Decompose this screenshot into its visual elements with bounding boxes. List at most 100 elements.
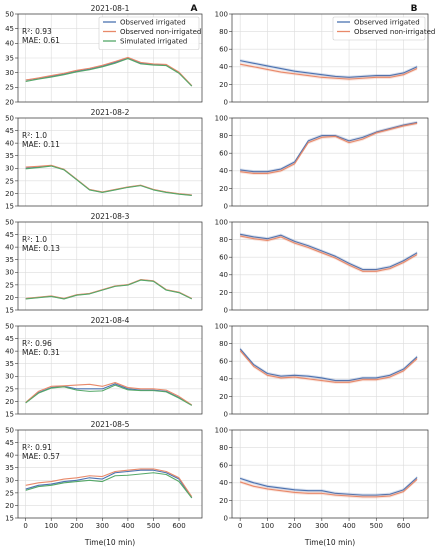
metric-annotation: MAE: 0.57 — [22, 452, 60, 461]
x-tick-label: 500 — [370, 522, 383, 530]
y-tick-label: 50 — [5, 426, 14, 434]
plot-frame — [231, 429, 429, 519]
plot-area — [232, 326, 428, 414]
y-tick-label: 80 — [219, 340, 228, 348]
chart-title: 2021-08-4 — [91, 316, 130, 325]
series-line — [25, 165, 192, 196]
y-tick-label: 30 — [5, 373, 14, 381]
y-tick-label: 20 — [5, 190, 14, 198]
series-line — [239, 477, 418, 496]
plot-area — [232, 118, 428, 206]
series-line — [25, 56, 193, 86]
y-tick-label: 25 — [5, 177, 14, 185]
legend-box — [332, 16, 426, 41]
y-tick-label: 20 — [219, 289, 228, 297]
y-tick-label: 0 — [224, 98, 228, 106]
plot-frame — [17, 13, 203, 103]
y-tick-label: 25 — [5, 489, 14, 497]
y-tick-label: 40 — [219, 375, 228, 383]
metric-annotation: R²: 1.0 — [22, 235, 47, 244]
y-tick-label: 20 — [219, 497, 228, 505]
panel-letter-a: A — [191, 4, 198, 14]
y-tick-label: 45 — [5, 127, 14, 135]
metric-annotation: MAE: 0.31 — [22, 348, 60, 357]
series-line — [25, 58, 193, 87]
series-line — [240, 121, 418, 173]
x-tick-label: 200 — [288, 522, 301, 530]
y-tick-label: 35 — [5, 256, 14, 264]
y-tick-label: 20 — [219, 393, 228, 401]
y-tick-label: 35 — [5, 464, 14, 472]
y-tick-label: 35 — [5, 152, 14, 160]
y-tick-label: 40 — [219, 271, 228, 279]
chart-title: 2021-08-2 — [91, 108, 130, 117]
y-tick-label: 25 — [5, 84, 14, 92]
series-line — [240, 63, 418, 80]
plot-frame — [231, 325, 429, 415]
chart-title: 2021-08-3 — [91, 212, 130, 221]
y-tick-label: 80 — [219, 132, 228, 140]
y-tick-label: 45 — [5, 439, 14, 447]
x-tick-label: 300 — [315, 522, 328, 530]
metric-annotation: R²: 1.0 — [22, 131, 47, 140]
plot-frame — [231, 221, 429, 311]
y-tick-label: 50 — [5, 10, 14, 18]
y-tick-label: 80 — [219, 236, 228, 244]
y-tick-label: 80 — [219, 444, 228, 452]
y-tick-label: 60 — [219, 358, 228, 366]
plot-frame — [17, 325, 203, 415]
y-tick-label: 45 — [5, 25, 14, 33]
y-tick-label: 80 — [219, 28, 228, 36]
y-tick-label: 40 — [219, 167, 228, 175]
x-tick-label: 400 — [342, 522, 355, 530]
series-line — [25, 469, 193, 499]
y-tick-label: 35 — [5, 54, 14, 62]
series-line — [240, 233, 418, 271]
y-tick-label: 60 — [219, 254, 228, 262]
panel-letter-b: B — [411, 4, 418, 14]
y-tick-label: 20 — [5, 98, 14, 106]
legend-label: Observed non-irrigated — [120, 28, 201, 36]
x-tick-label: 200 — [70, 522, 83, 530]
y-tick-label: 100 — [215, 426, 228, 434]
y-tick-label: 0 — [224, 410, 228, 418]
y-tick-label: 100 — [215, 114, 228, 122]
y-tick-label: 20 — [219, 81, 228, 89]
confidence-band — [240, 62, 418, 81]
chart-8: 0 20 40 60 80 100 — [215, 218, 429, 314]
y-tick-label: 60 — [219, 46, 228, 54]
plot-area — [232, 430, 428, 518]
y-tick-label: 20 — [5, 398, 14, 406]
y-tick-label: 40 — [5, 140, 14, 148]
x-tick-label: 400 — [121, 522, 134, 530]
y-tick-label: 45 — [5, 335, 14, 343]
legend-label: Observed irrigated — [354, 19, 420, 27]
x-tick-label: 0 — [23, 522, 27, 530]
series-line — [240, 122, 418, 174]
chart-7: 0 20 40 60 80 100 — [215, 114, 429, 210]
metric-annotation: MAE: 0.11 — [22, 140, 60, 149]
y-tick-label: 30 — [5, 165, 14, 173]
y-tick-label: 45 — [5, 231, 14, 239]
legend-label: Observed irrigated — [120, 19, 186, 27]
series-line — [25, 279, 193, 300]
y-tick-label: 15 — [5, 410, 14, 418]
x-tick-label: 600 — [172, 522, 185, 530]
x-axis-label-b: Time(10 min) — [304, 538, 355, 547]
y-tick-label: 40 — [219, 63, 228, 71]
y-tick-label: 100 — [215, 218, 228, 226]
confidence-band — [240, 234, 418, 273]
plot-frame — [17, 117, 203, 207]
y-tick-label: 60 — [219, 462, 228, 470]
y-tick-label: 100 — [215, 10, 228, 18]
y-tick-label: 100 — [215, 322, 228, 330]
plot-frame — [17, 429, 203, 519]
y-tick-label: 20 — [219, 185, 228, 193]
y-tick-label: 40 — [5, 452, 14, 460]
series-line — [240, 60, 418, 78]
